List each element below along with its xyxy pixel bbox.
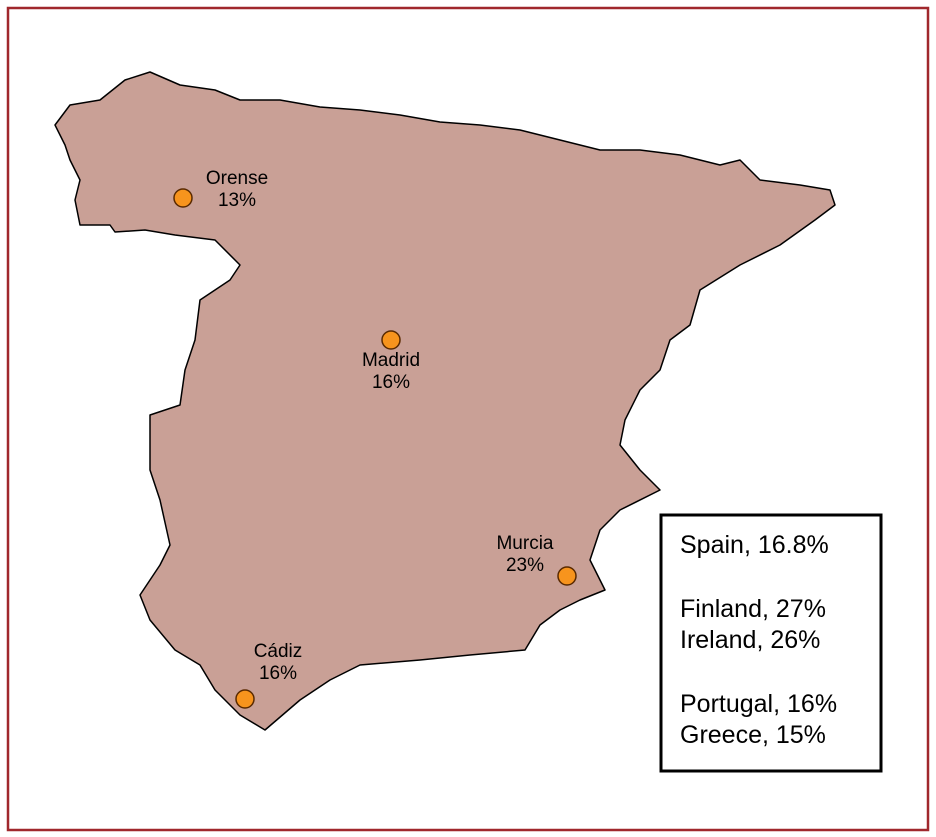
city-marker bbox=[235, 689, 255, 709]
city-name: Cádiz bbox=[254, 641, 303, 662]
spain-outline bbox=[54, 71, 836, 731]
city-value: 13% bbox=[218, 190, 256, 211]
legend-entry: Portugal, 16% bbox=[680, 690, 837, 718]
legend-entry: Spain, 16.8% bbox=[680, 531, 829, 559]
legend-entry: Ireland, 26% bbox=[680, 626, 820, 654]
city-marker bbox=[381, 330, 401, 350]
city-name: Madrid bbox=[362, 350, 420, 371]
city-value: 16% bbox=[259, 663, 297, 684]
city-value: 16% bbox=[372, 372, 410, 393]
city-marker bbox=[557, 566, 577, 586]
city-value: 23% bbox=[506, 555, 544, 576]
frame bbox=[6, 6, 930, 832]
legend-entry: Finland, 27% bbox=[680, 595, 826, 623]
city-name: Orense bbox=[206, 168, 268, 189]
city-marker bbox=[173, 188, 193, 208]
city-name: Murcia bbox=[496, 533, 553, 554]
legend-entry: Greece, 15% bbox=[680, 721, 826, 749]
legend-box bbox=[659, 513, 883, 773]
